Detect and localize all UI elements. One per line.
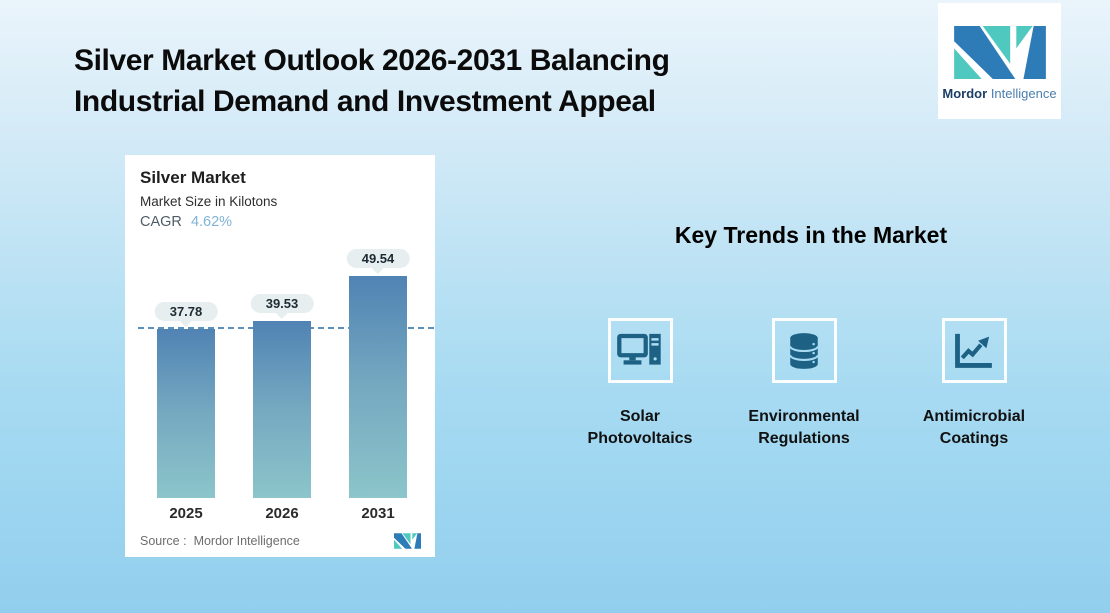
chart-cagr: CAGR 4.62%	[140, 214, 420, 230]
trend-item-solar-photovoltaics: Solar Photovoltaics	[555, 318, 725, 450]
bar-2025	[157, 329, 215, 498]
mordor-intelligence-logo-icon	[953, 25, 1046, 79]
brand-name-light: Intelligence	[990, 85, 1057, 101]
computer-icon	[617, 333, 661, 365]
key-trends-title: Key Trends in the Market	[674, 222, 948, 248]
value-label: 39.53	[250, 294, 314, 320]
icon-frame	[607, 318, 673, 383]
value-label: 49.54	[346, 249, 410, 275]
brand-name-bold: Mordor	[942, 85, 988, 101]
mordor-intelligence-logo-icon	[394, 533, 421, 549]
source-value: Mordor Intelligence	[193, 534, 300, 548]
page-title-line2: Industrial Demand and Investment Appeal	[74, 85, 656, 118]
chart-header: Silver Market Market Size in Kilotons CA…	[125, 155, 435, 230]
trend-item-antimicrobial-coatings: Antimicrobial Coatings	[889, 318, 1059, 450]
icon-frame	[941, 318, 1007, 383]
trend-label: Antimicrobial Coatings	[922, 408, 1026, 447]
cagr-label: CAGR	[140, 214, 182, 230]
trend-label: Solar Photovoltaics	[587, 408, 693, 447]
icon-frame	[771, 318, 837, 383]
page-title: Silver Market Outlook 2026-2031 Balancin…	[74, 40, 670, 122]
category-label: 2025	[169, 505, 203, 522]
chart-source: Source : Mordor Intelligence	[140, 534, 300, 548]
bar-chart-plot: 37.78 2025 39.53 2026 49.54 2031	[125, 155, 435, 557]
bar-2031	[349, 276, 407, 498]
chart-title: Silver Market	[140, 168, 246, 187]
brand-logo-card: Mordor Intelligence	[938, 3, 1061, 119]
trend-item-environmental-regulations: Environmental Regulations	[719, 318, 889, 450]
category-label: 2026	[265, 505, 299, 522]
value-label: 37.78	[154, 302, 218, 328]
chart-subtitle: Market Size in Kilotons	[140, 194, 278, 209]
brand-name: Mordor Intelligence	[942, 86, 1056, 101]
bar-2026	[253, 321, 311, 498]
page-title-line1: Silver Market Outlook 2026-2031 Balancin…	[74, 44, 670, 77]
chart-growth-icon	[955, 333, 992, 368]
trend-label: Environmental Regulations	[748, 408, 860, 447]
chart-card: Silver Market Market Size in Kilotons CA…	[125, 155, 435, 557]
database-icon	[789, 332, 819, 369]
category-label: 2031	[361, 505, 395, 522]
source-label: Source :	[140, 534, 187, 548]
cagr-value: 4.62%	[190, 214, 233, 230]
